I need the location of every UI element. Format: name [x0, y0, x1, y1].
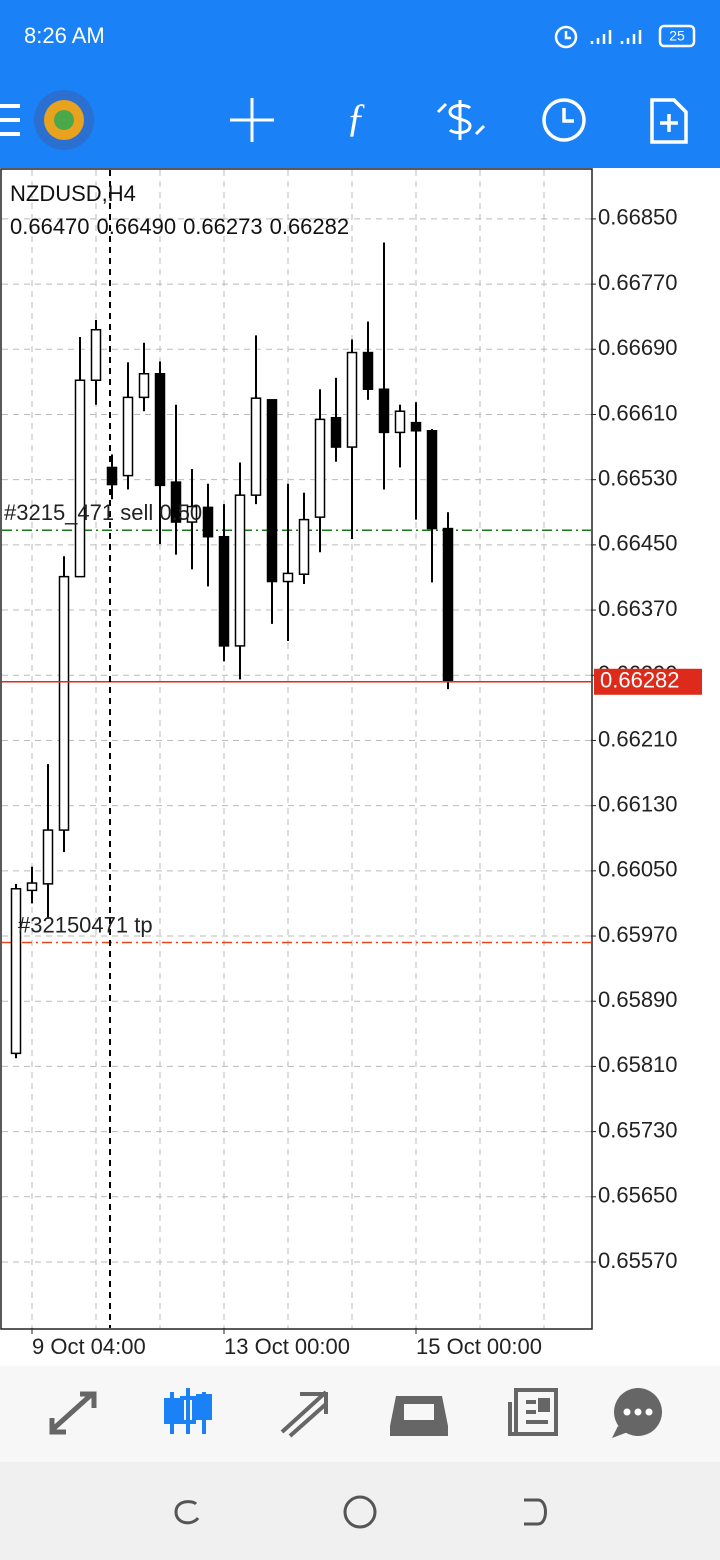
candle-body	[378, 388, 390, 434]
candle-body	[74, 379, 86, 578]
candle-body	[138, 372, 150, 399]
candle-body	[10, 888, 22, 1055]
y-tick-label: 0.65810	[598, 1052, 678, 1077]
status-icons	[554, 24, 696, 49]
chart-title: NZDUSD,H4	[10, 181, 136, 206]
ohlc-value: 0.66282	[270, 214, 350, 239]
candle-body	[122, 396, 134, 477]
candle-body	[266, 399, 278, 583]
system-buttons	[174, 1495, 547, 1529]
trade-button[interactable]	[436, 100, 486, 140]
candle-body	[202, 506, 214, 538]
candle-body	[154, 372, 166, 487]
candle-body	[218, 535, 230, 647]
home-button[interactable]	[343, 1495, 377, 1529]
plot	[2, 170, 591, 1328]
chart-area[interactable]	[0, 168, 593, 1330]
trade-tab[interactable]	[280, 1390, 328, 1438]
ohlc-value: 0.66490	[97, 214, 177, 239]
candle-body	[442, 527, 454, 683]
bottom-nav	[0, 1366, 720, 1462]
candle-body	[346, 351, 358, 448]
candle-body	[362, 351, 374, 390]
y-tick-label: 0.65570	[598, 1248, 678, 1273]
app-logo[interactable]	[34, 90, 94, 150]
quotes-tab[interactable]	[49, 1391, 97, 1435]
y-tick-label: 0.66530	[598, 465, 678, 490]
candle-body	[90, 328, 102, 381]
y-tick-label: 0.65890	[598, 987, 678, 1012]
y-tick-label: 0.66370	[598, 596, 678, 621]
back-button[interactable]	[524, 1498, 547, 1526]
y-tick-label: 0.66850	[598, 205, 678, 230]
y-tick-label: 0.65730	[598, 1117, 678, 1142]
y-tick-label: 0.66050	[598, 857, 678, 882]
news-tab[interactable]	[508, 1388, 558, 1436]
candle-body	[410, 421, 422, 432]
app-header	[0, 0, 720, 168]
chart-tab[interactable]	[164, 1388, 212, 1434]
x-tick-label: 9 Oct 04:00	[32, 1334, 146, 1359]
order-level-label: #32150471 tp	[18, 912, 153, 937]
menu-button[interactable]	[0, 104, 20, 136]
y-tick-label: 0.65970	[598, 922, 678, 947]
y-tick-label: 0.66610	[598, 400, 678, 425]
candle-body	[314, 418, 326, 518]
period-button[interactable]	[542, 98, 586, 142]
candle-body	[234, 494, 246, 647]
candle-body	[186, 505, 198, 523]
y-tick-label: 0.65650	[598, 1183, 678, 1208]
status-time: 8:26 AM	[24, 23, 105, 48]
bid-label-bg	[594, 668, 702, 695]
candle-body	[282, 572, 294, 583]
candle-body	[298, 518, 310, 575]
candle-body	[394, 410, 406, 434]
recent-button[interactable]	[174, 1500, 200, 1525]
crosshair-button[interactable]	[230, 98, 274, 142]
candle-body	[250, 397, 262, 496]
indicators-button[interactable]: ƒ	[346, 95, 366, 140]
candle-body	[330, 416, 342, 448]
chat-tab[interactable]	[612, 1388, 662, 1438]
candle-body	[170, 481, 182, 523]
x-tick-label: 15 Oct 00:00	[416, 1334, 542, 1359]
candle-body	[106, 466, 118, 486]
y-tick-label: 0.66770	[598, 270, 678, 295]
ohlc-value: 0.66470	[10, 214, 90, 239]
history-tab[interactable]	[390, 1396, 448, 1436]
y-tick-label: 0.66210	[598, 726, 678, 751]
battery-level: 25	[669, 28, 685, 44]
candle-body	[26, 882, 38, 892]
candle-body	[58, 575, 70, 831]
y-tick-label: 0.66450	[598, 531, 678, 556]
y-tick-label: 0.66130	[598, 791, 678, 816]
bid-label: 0.66282	[600, 668, 680, 693]
candle-body	[426, 430, 438, 530]
x-tick-label: 13 Oct 00:00	[224, 1334, 350, 1359]
system-nav	[0, 1462, 720, 1560]
order-level-label: #3215_471 sell 0.50	[4, 500, 202, 525]
candle-body	[42, 829, 54, 885]
ohlc-value: 0.66273	[183, 214, 263, 239]
y-tick-label: 0.66690	[598, 335, 678, 360]
new-order-button[interactable]	[650, 98, 688, 144]
